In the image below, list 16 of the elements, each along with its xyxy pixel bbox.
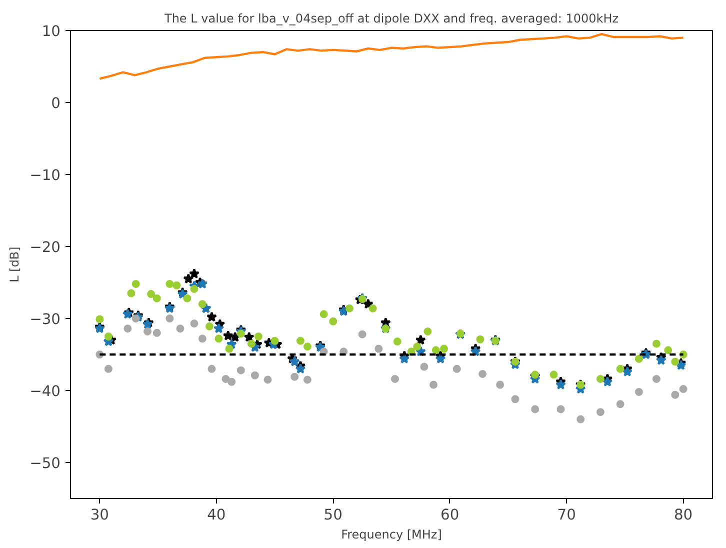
x-tick-label: 70 [557, 506, 576, 524]
y-tick-label: −30 [30, 311, 61, 328]
y-axis-title: L [dB] [8, 246, 22, 282]
y-tick-label: −50 [30, 455, 61, 472]
y-tick-label: −20 [30, 239, 61, 256]
x-tick-label: 30 [90, 506, 110, 524]
y-tick-label: 10 [42, 23, 61, 40]
x-tick-label: 80 [674, 506, 693, 524]
x-axis-title: Frequency [MHz] [341, 528, 442, 542]
x-tick-label: 40 [207, 506, 226, 524]
y-tick-label: −40 [30, 383, 61, 400]
y-tick-label: 0 [51, 95, 61, 112]
chart-title: The L value for lba_v_04sep_off at dipole DXX and freq. averaged: 1000kHz [163, 12, 619, 26]
x-tick-label: 50 [324, 506, 342, 524]
x-tick-label: 60 [440, 506, 460, 524]
y-tick-label: −10 [30, 167, 61, 184]
